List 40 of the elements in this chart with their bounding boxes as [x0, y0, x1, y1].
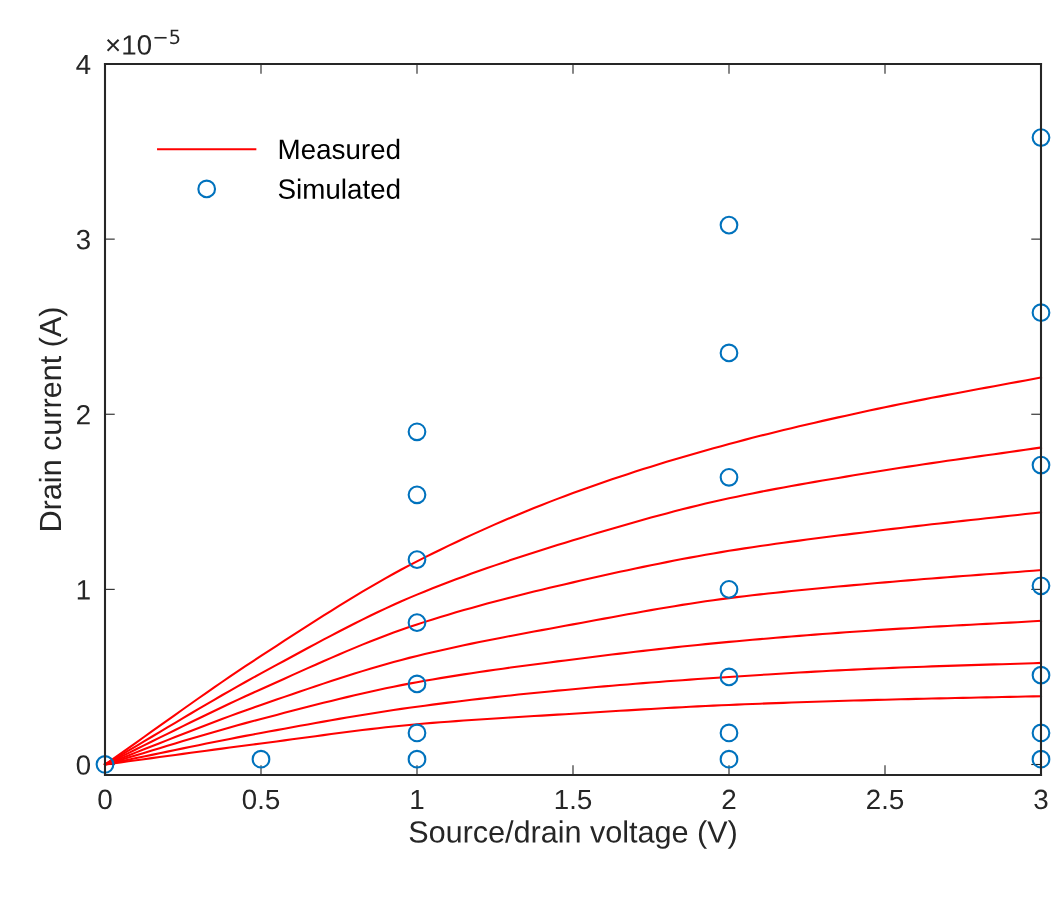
- y-tick-label: 3: [76, 229, 90, 250]
- point: [1031, 665, 1051, 685]
- point: [1031, 455, 1051, 475]
- x-tick-label: 2: [722, 789, 736, 810]
- x-tick-label: 2.5: [867, 789, 904, 810]
- y-tick-label: 2: [77, 404, 90, 425]
- legend-label: Measured: [279, 138, 400, 160]
- point: [251, 749, 271, 769]
- x-tick-label: 1: [411, 789, 424, 810]
- point: [719, 667, 739, 687]
- point: [1031, 128, 1051, 147]
- point: [95, 755, 115, 774]
- point: [407, 613, 427, 633]
- x-tick-label: 3: [1034, 789, 1048, 810]
- point: [407, 485, 427, 505]
- point: [407, 674, 427, 694]
- point: [719, 723, 739, 743]
- point: [1031, 576, 1051, 596]
- point: [1031, 723, 1051, 743]
- y-tick-label: 0: [76, 755, 91, 775]
- point: [719, 343, 739, 363]
- point: [719, 580, 739, 599]
- y-tick-label: 4: [76, 54, 91, 75]
- legend-label: Simulated: [278, 178, 400, 199]
- point: [407, 422, 427, 442]
- x-tick-label: 0.5: [242, 789, 280, 810]
- x-tick-label: 0: [98, 789, 112, 810]
- point: [719, 215, 739, 235]
- x-axis-title: Source/drain voltage (V): [409, 820, 736, 849]
- point: [719, 749, 739, 769]
- y-axis-title: Drain current (A): [38, 308, 68, 530]
- x-tick-label: 1.5: [555, 789, 592, 810]
- y-tick-label: 1: [77, 580, 90, 600]
- point: [407, 723, 427, 743]
- point: [407, 550, 427, 569]
- point: [1031, 303, 1051, 323]
- point: [407, 749, 427, 769]
- point: [719, 467, 739, 487]
- text: ×10$^{−5}$: [106, 29, 180, 55]
- point: [1031, 749, 1051, 769]
